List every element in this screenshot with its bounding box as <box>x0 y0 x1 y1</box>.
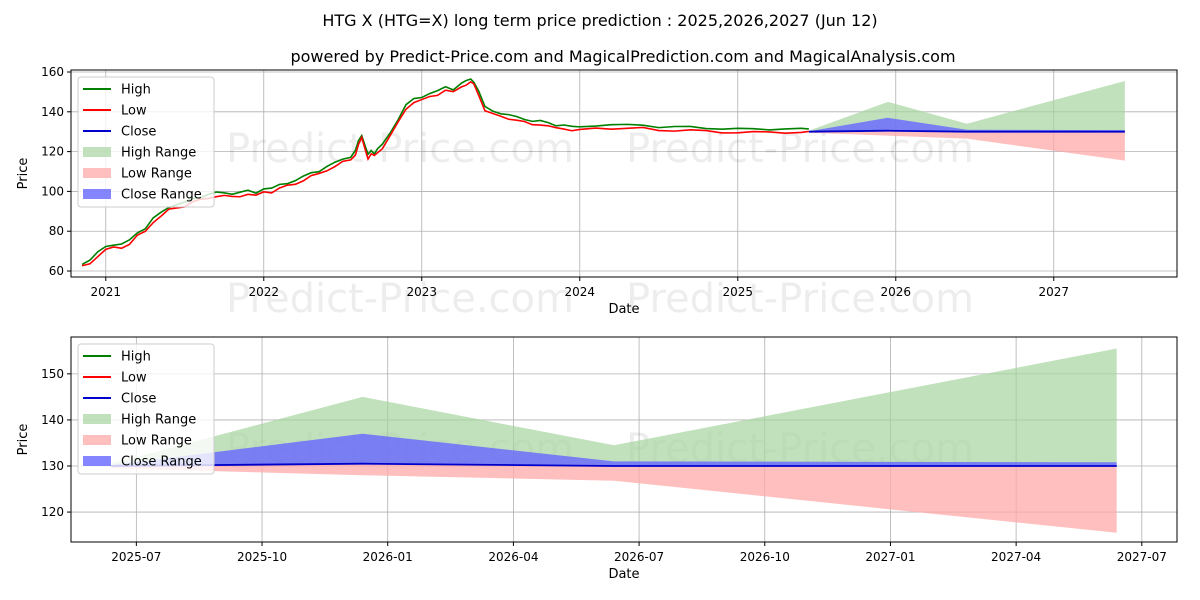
legend-label: High Range <box>121 146 196 161</box>
legend-label: Low <box>121 371 147 386</box>
x-tick-label: 2025-10 <box>237 550 287 564</box>
legend-label: Close Range <box>121 188 202 203</box>
x-tick-label: 2027 <box>1038 285 1069 299</box>
legend-label: Close Range <box>121 455 202 470</box>
y-tick-label: 120 <box>41 145 64 159</box>
x-tick-label: 2026-01 <box>363 550 413 564</box>
watermark-text: Predict-Price.com <box>226 126 574 172</box>
watermark-text: Predict-Price.com <box>226 276 574 322</box>
legend-label: Low Range <box>121 434 192 449</box>
legend-swatch <box>83 189 111 199</box>
x-tick-label: 2025 <box>722 285 753 299</box>
legend-label: High Range <box>121 413 196 428</box>
close-forecast-line <box>808 129 1125 133</box>
legend-label: Low <box>121 104 147 119</box>
chart-subtitle: powered by Predict-Price.com and Magical… <box>290 47 955 66</box>
bottom-legend: High Low Close High Range Low Range Close Ran… <box>77 343 215 475</box>
top-grid <box>71 70 1177 277</box>
legend-box <box>77 343 215 475</box>
legend-box <box>77 76 215 208</box>
legend-swatch <box>83 147 111 157</box>
y-tick-label: 140 <box>41 413 64 427</box>
legend-label: Close <box>121 392 156 407</box>
legend-swatch <box>83 456 111 466</box>
x-tick-label: 2025-07 <box>111 550 161 564</box>
watermark-text: Predict-Price.com <box>626 276 974 322</box>
y-tick-label: 150 <box>41 367 64 381</box>
top-axes-frame <box>70 69 1178 278</box>
x-tick-label: 2024 <box>564 285 595 299</box>
legend-label: Close <box>121 125 156 140</box>
x-tick-label: 2026-07 <box>614 550 664 564</box>
x-tick-label: 2027-04 <box>991 550 1041 564</box>
low-range-area <box>111 463 1117 533</box>
y-tick-label: 80 <box>49 224 64 238</box>
x-tick-label: 2026-10 <box>740 550 790 564</box>
chart-title: HTG X (HTG=X) long term price prediction… <box>322 11 877 30</box>
y-tick-label: 60 <box>49 264 64 278</box>
legend-label: High <box>121 350 151 365</box>
x-tick-label: 2027-07 <box>1117 550 1167 564</box>
y-tick-label: 160 <box>41 65 64 79</box>
top-plot-area <box>81 78 1125 267</box>
top-chart-panel: Predict-Price.com Predict-Price.com Predic… <box>16 65 1178 322</box>
bottom-chart-panel: Predict-Price.comPredict-Price.com2025-0… <box>16 336 1178 582</box>
x-tick-label: 2021 <box>90 285 121 299</box>
x-tick-label: 2026 <box>880 285 911 299</box>
bottom-plot-area <box>111 348 1117 533</box>
low-range-area <box>808 130 1125 161</box>
legend-label: Low Range <box>121 167 192 182</box>
close-range-area <box>808 117 1125 132</box>
y-tick-label: 140 <box>41 105 64 119</box>
x-tick-label: 2026-04 <box>488 550 538 564</box>
legend-swatch <box>83 435 111 445</box>
y-tick-label: 130 <box>41 459 64 473</box>
y-axis-label: Price <box>16 158 31 190</box>
bottom-axes-frame <box>70 336 1178 543</box>
y-tick-label: 120 <box>41 505 64 519</box>
x-tick-label: 2022 <box>248 285 279 299</box>
close-range-area <box>111 433 1117 466</box>
legend-swatch <box>83 168 111 178</box>
legend-label: High <box>121 83 151 98</box>
x-axis-label: Date <box>608 302 639 317</box>
x-tick-label: 2023 <box>406 285 437 299</box>
top-legend: High Low Close High Range Low Range Close Ran… <box>77 76 215 208</box>
x-axis-label: Date <box>608 567 639 582</box>
legend-swatch <box>83 414 111 424</box>
close-forecast-line <box>111 462 1117 467</box>
x-tick-label: 2027-01 <box>865 550 915 564</box>
y-axis-label: Price <box>16 424 31 456</box>
y-tick-label: 100 <box>41 184 64 198</box>
